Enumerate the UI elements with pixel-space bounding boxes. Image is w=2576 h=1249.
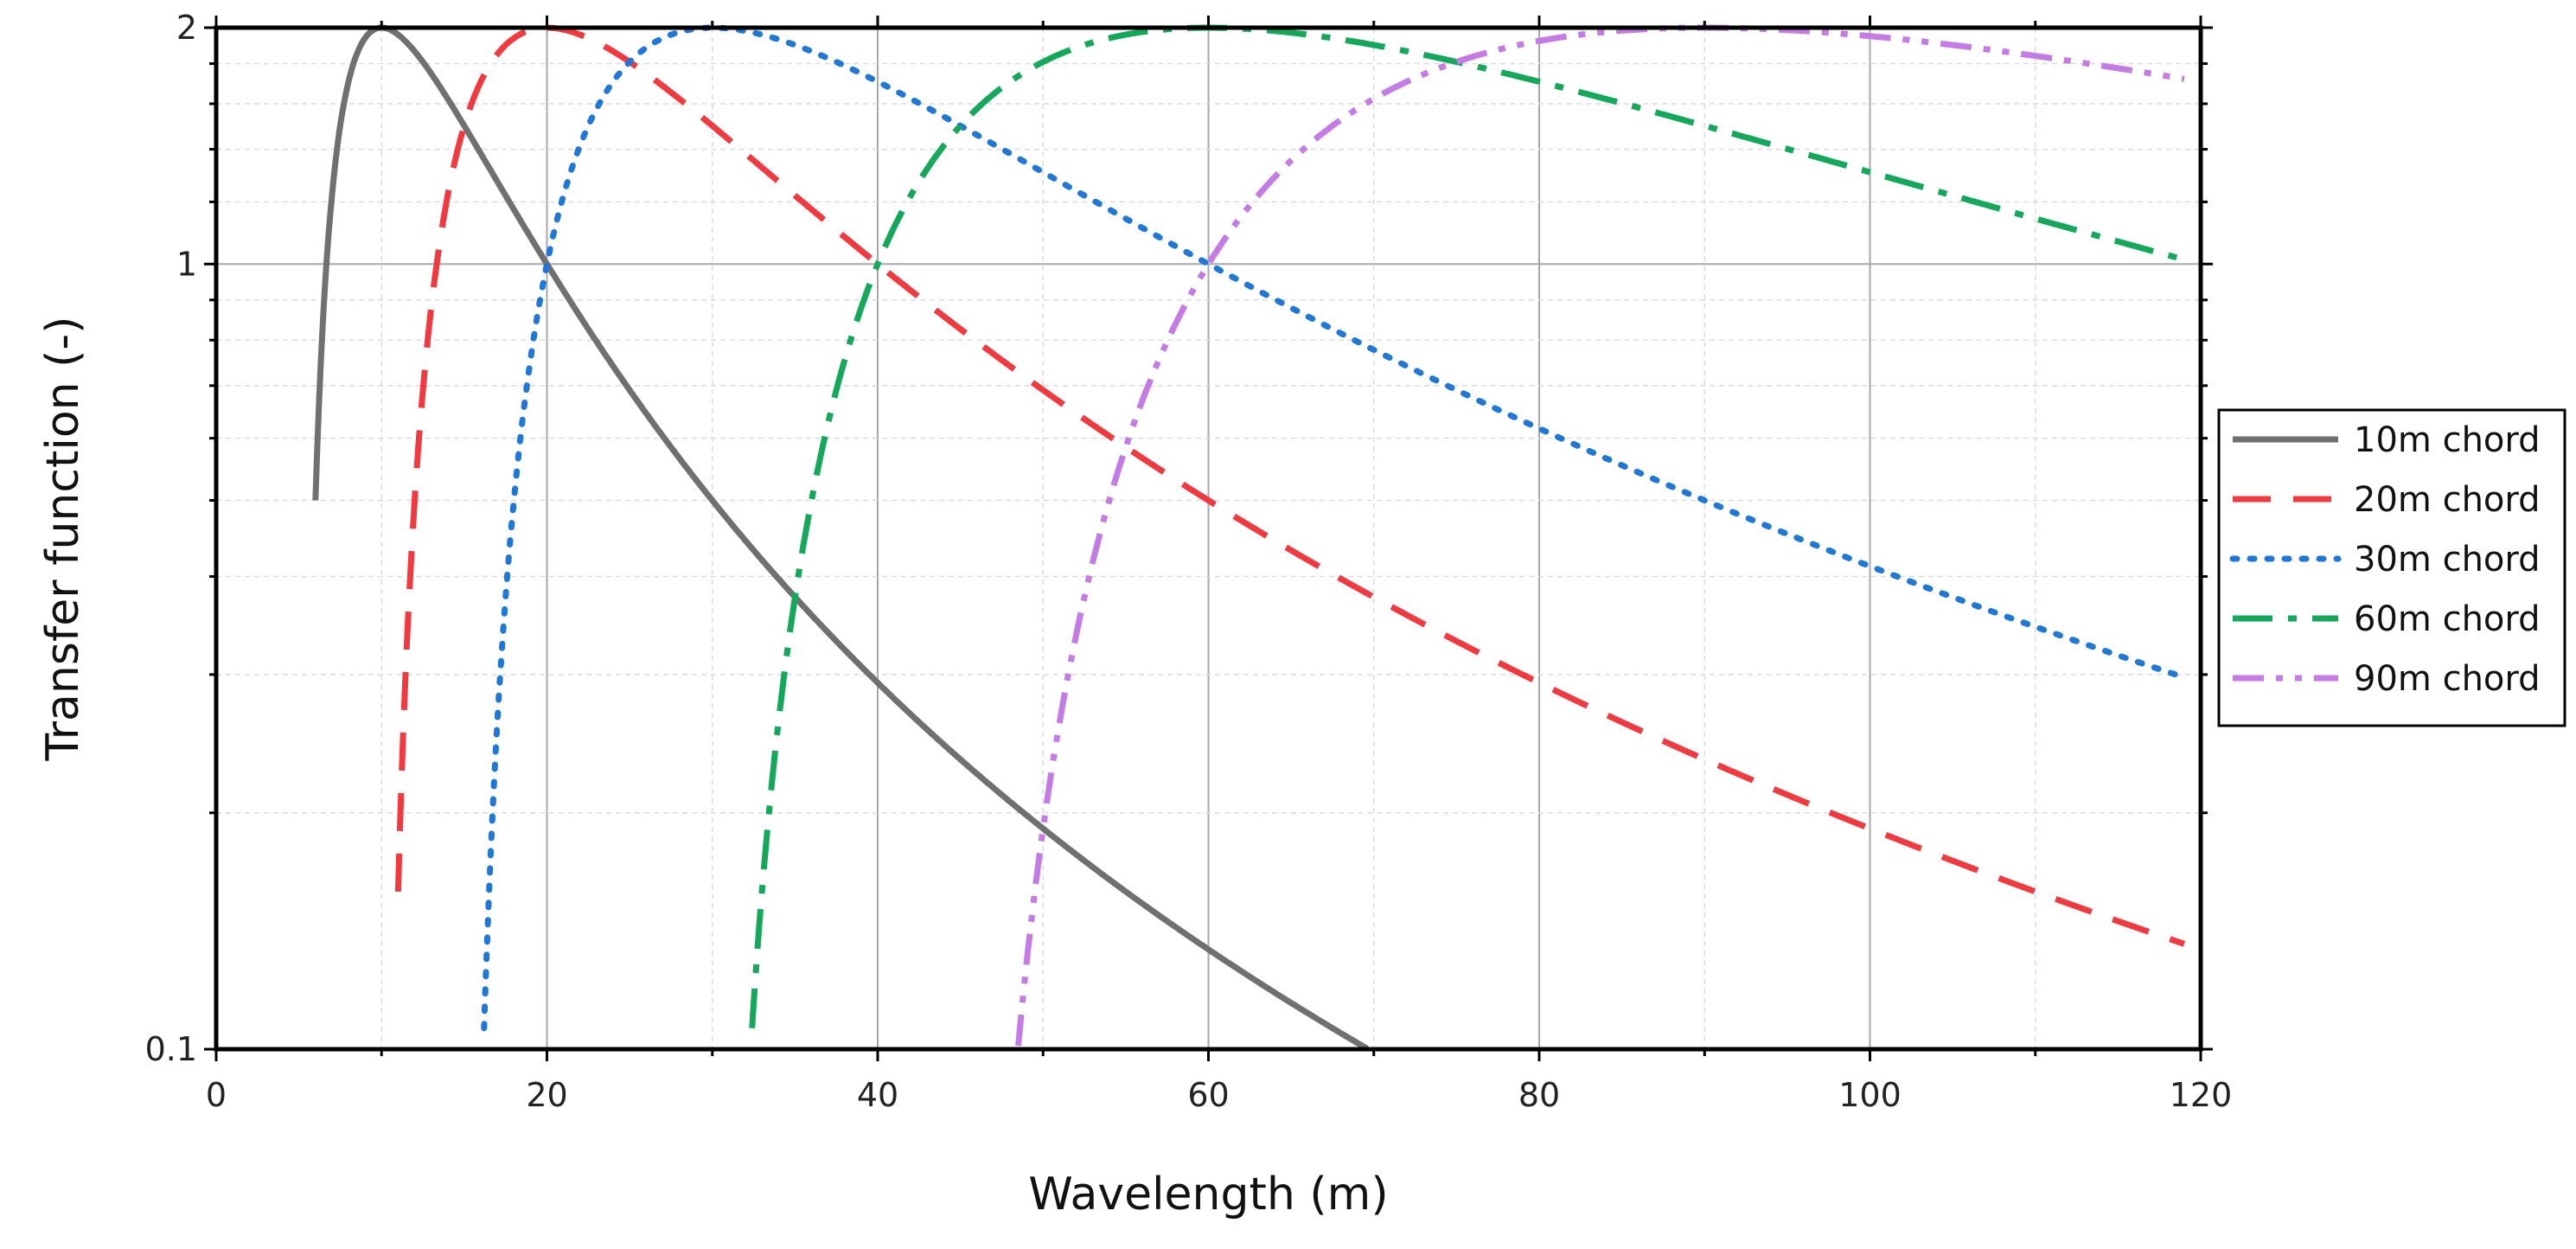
legend-label-90m: 90m chord [2354,659,2541,699]
series-line-10m [312,24,1369,1052]
legend: 10m chord 20m chord 30m chord 60m chord 90m … [2217,408,2566,727]
x-tick-label: 120 [2170,1076,2233,1114]
x-tick-label: 60 [1187,1076,1229,1114]
legend-label-60m: 60m chord [2354,599,2541,639]
y-tick-label: 0.1 [145,1030,197,1068]
legend-label-30m: 30m chord [2354,540,2541,580]
legend-label-20m: 20m chord [2354,480,2541,520]
x-tick-label: 100 [1838,1076,1902,1114]
legend-label-10m: 10m chord [2354,420,2541,460]
legend-box [2217,408,2566,727]
series-line-30m [481,24,2188,1032]
x-axis-title: Wavelength (m) [1028,1169,1388,1220]
x-tick-label: 20 [526,1076,567,1114]
y-tick-label: 1 [176,245,197,283]
x-tick-label: 0 [206,1076,227,1114]
series-line-60m [749,24,2185,1028]
series-layer [312,24,2188,1052]
y-axis-title: Transfer function (-) [37,317,89,762]
series-line-90m [1015,24,2185,1047]
x-tick-label: 40 [857,1076,898,1114]
x-tick-label: 80 [1518,1076,1560,1114]
y-tick-label: 2 [176,9,197,47]
axis-ticks: 0 20 40 60 80 100 120 0.1 1 2 [145,9,2233,1114]
series-line-20m [394,24,2186,947]
